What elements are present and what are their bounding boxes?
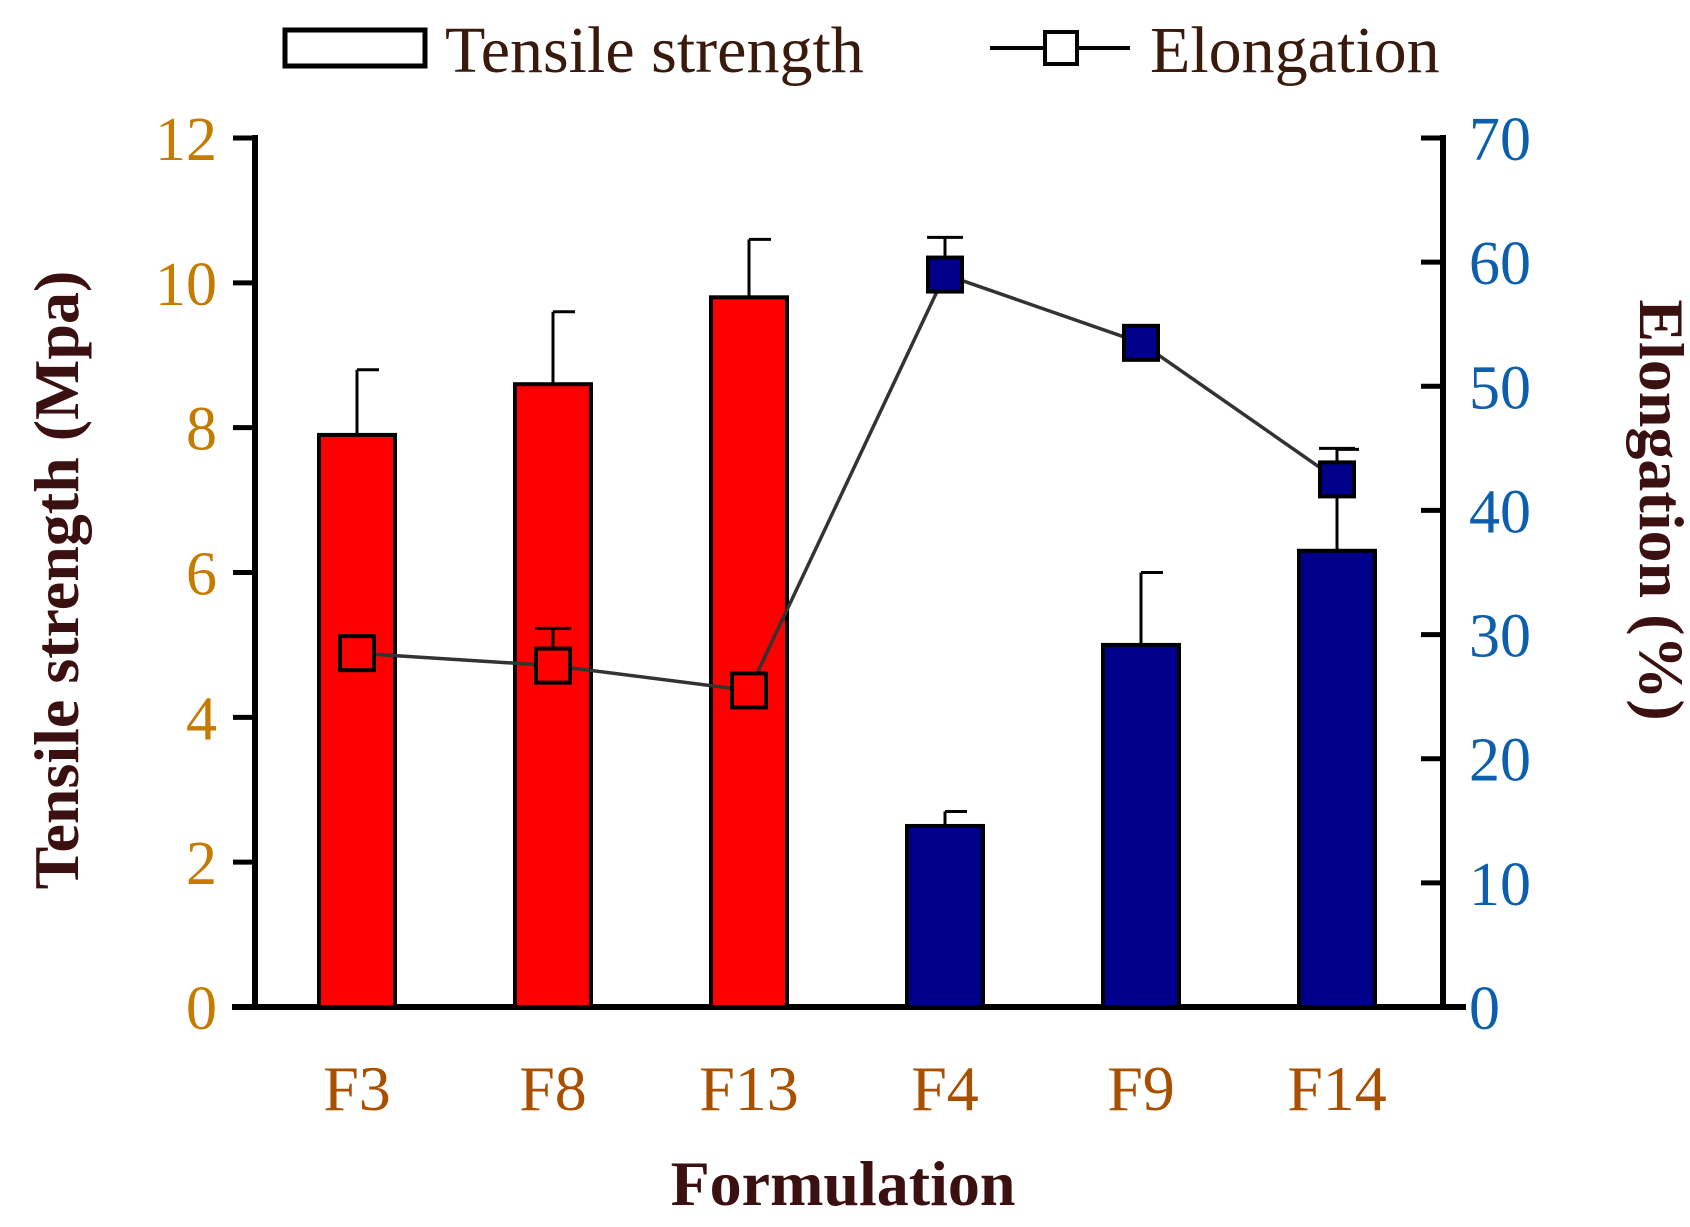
left-tick-label-1: 2 [186,830,217,898]
y-axis-title-left: Tensile strength (Mpa) [21,271,92,890]
legend-label-tensile-strength: Tensile strength [445,14,864,87]
legend-marker-elongation [1043,30,1079,66]
category-label-F3: F3 [323,1053,391,1124]
right-tick-label-4: 40 [1469,478,1531,546]
elongation-line [338,235,1356,710]
left-tick-label-3: 6 [186,541,217,609]
legend-label-elongation: Elongation [1150,14,1440,87]
bar-F4 [905,823,985,1009]
point-F14 [1318,460,1356,499]
right-tick-label-7: 70 [1469,106,1531,174]
category-label-F9: F9 [1107,1053,1175,1124]
point-F8 [534,646,572,685]
point-F9 [1122,323,1160,362]
right-ticks: 0 10 20 30 40 50 60 70 [1421,106,1531,1043]
bar-F13 [709,295,789,1010]
category-label-F4: F4 [911,1053,979,1124]
bar-F8 [513,382,593,1009]
category-label-F8: F8 [519,1053,587,1124]
category-labels: F3 F8 F13 F4 F9 F14 [323,1053,1387,1124]
left-tick-label-5: 10 [155,251,217,319]
left-tick-label-0: 0 [186,975,217,1043]
left-tick-label-2: 4 [186,685,217,753]
right-tick-label-1: 10 [1469,851,1531,919]
right-tick-label-0: 0 [1469,975,1500,1043]
left-tick-label-6: 12 [155,106,217,174]
bar-F14 [1297,548,1377,1010]
left-ticks: 0 2 4 6 8 10 12 [155,106,255,1043]
point-F3 [338,634,376,673]
y-axis-title-right: Elongation (%) [1626,299,1690,720]
bars [317,237,1377,1010]
x-axis-title: Formulation [671,1148,1016,1219]
category-label-F13: F13 [699,1053,799,1124]
right-tick-label-3: 30 [1469,603,1531,671]
legend-swatch-tensile-strength [282,27,428,69]
point-F4 [926,255,964,294]
bar-F3 [317,432,397,1009]
bar-F9 [1101,642,1181,1010]
category-label-F14: F14 [1287,1053,1387,1124]
left-tick-label-4: 8 [186,396,217,464]
point-F13 [730,671,768,710]
right-tick-label-2: 20 [1469,727,1531,795]
right-tick-label-5: 50 [1469,354,1531,422]
right-tick-label-6: 60 [1469,230,1531,298]
legend: Tensile strength Elongation [282,14,1440,87]
elongation-series-line [356,272,1339,693]
